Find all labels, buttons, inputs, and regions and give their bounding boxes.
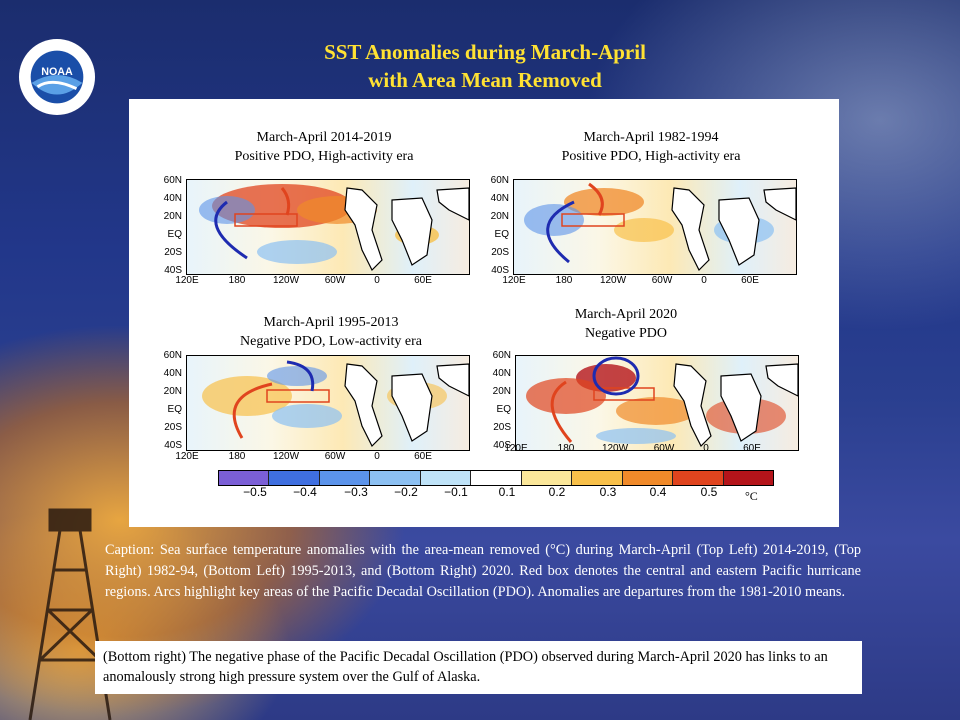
lon-label: 60E (743, 443, 761, 454)
sst-map-bottom-right (515, 355, 799, 451)
lat-label: 40N (163, 193, 182, 204)
colorbar-tick: −0.4 (293, 485, 317, 499)
lon-label: 180 (228, 451, 246, 462)
colorbar-tick: −0.5 (243, 485, 267, 499)
lat-label: 60N (492, 350, 511, 361)
colorbar-tick: −0.3 (344, 485, 368, 499)
lon-label: 0 (374, 275, 380, 286)
note-box: (Bottom right) The negative phase of the… (95, 641, 862, 694)
colorbar-swatch (370, 471, 421, 485)
colorbar-swatch (521, 471, 573, 485)
colorbar-tick: −0.1 (444, 485, 468, 499)
colorbar-tick: 0.2 (548, 485, 566, 499)
panel-title-line1: March-April 2020 (574, 307, 678, 322)
lon-label: 60W (653, 443, 675, 454)
lon-label: 120E (175, 275, 199, 286)
colorbar (218, 470, 774, 486)
lon-label: 60E (414, 451, 432, 462)
lat-label: 20S (164, 422, 182, 433)
lon-label: 120W (599, 275, 627, 286)
panel-title-line1: March-April 1982-1994 (583, 130, 719, 145)
colorbar-swatch (673, 471, 724, 485)
figure-caption: Caption: Sea surface temperature anomali… (105, 542, 861, 600)
lon-label: 60W (324, 275, 346, 286)
panel-title-top-right: March-April 1982-1994 Positive PDO, High… (501, 128, 801, 166)
slide-title-line2: with Area Mean Removed (368, 68, 602, 92)
panel-title-line2: Negative PDO, Low-activity era (240, 334, 422, 349)
lat-label: 60N (490, 175, 509, 186)
lat-label: 40S (491, 265, 509, 276)
lon-label: 120E (175, 451, 199, 462)
sst-map-graphic (199, 184, 470, 272)
lat-label: 40S (164, 440, 182, 451)
lat-label: EQ (494, 229, 509, 240)
lat-label: 40N (492, 368, 511, 379)
lon-label: 120E (502, 275, 526, 286)
panel-title-line1: March-April 2014-2019 (256, 130, 392, 145)
noaa-logo: NOAA (18, 38, 96, 116)
lon-label: 120W (272, 275, 300, 286)
colorbar-swatch (622, 471, 674, 485)
lon-label: 60W (324, 451, 346, 462)
lat-label: EQ (496, 404, 511, 415)
lat-label: 20N (490, 211, 509, 222)
lon-label: 180 (557, 443, 575, 454)
lat-label: 40S (164, 265, 182, 276)
lon-label: 60E (414, 275, 432, 286)
colorbar-tick: 0.1 (498, 485, 516, 499)
noaa-logo-text: NOAA (41, 66, 73, 78)
colorbar-swatch (572, 471, 623, 485)
panel-title-line2: Positive PDO, High-activity era (234, 149, 414, 164)
panel-title-bottom-left: March-April 1995-2013 Negative PDO, Low-… (181, 313, 481, 351)
lat-label: 40N (490, 193, 509, 204)
colorbar-unit: °C (745, 489, 758, 503)
lat-label: EQ (167, 229, 182, 240)
colorbar-swatch (319, 471, 371, 485)
sst-map-top-right (513, 179, 797, 275)
lon-label: 0 (701, 275, 707, 286)
lat-label: 20S (491, 247, 509, 258)
lat-label: 20S (164, 247, 182, 258)
colorbar-swatch (723, 471, 773, 485)
panel-title-top-left: March-April 2014-2019 Positive PDO, High… (174, 128, 474, 166)
lat-label: 20N (492, 386, 511, 397)
colorbar-swatch (471, 471, 522, 485)
colorbar-tick: −0.2 (394, 485, 418, 499)
colorbar-tick: 0.3 (599, 485, 617, 499)
lat-label: 20N (163, 386, 182, 397)
lon-label: 180 (555, 275, 573, 286)
lat-label: 40S (493, 440, 511, 451)
sst-map-graphic (526, 356, 799, 448)
colorbar-swatch (269, 471, 320, 485)
lat-label: EQ (167, 404, 182, 415)
lat-label: 60N (163, 350, 182, 361)
panel-title-line2: Positive PDO, High-activity era (561, 149, 741, 164)
lon-label: 0 (374, 451, 380, 462)
sst-map-top-left (186, 179, 470, 275)
colorbar-swatch (219, 471, 270, 485)
note-text: (Bottom right) The negative phase of the… (103, 649, 828, 685)
lon-label: 180 (228, 275, 246, 286)
colorbar-tick: 0.5 (700, 485, 718, 499)
sst-map-bottom-left (186, 355, 470, 451)
lon-label: 60W (651, 275, 673, 286)
lat-label: 40N (163, 368, 182, 379)
lat-label: 20S (493, 422, 511, 433)
lat-label: 60N (163, 175, 182, 186)
sst-map-graphic (202, 360, 470, 448)
colorbar-swatch (420, 471, 472, 485)
lon-label: 60E (741, 275, 759, 286)
lon-label: 0 (703, 443, 709, 454)
slide-title-line1: SST Anomalies during March-April (324, 40, 646, 64)
panel-title-line1: March-April 1995-2013 (263, 315, 399, 330)
panel-title-line2: Negative PDO (584, 326, 668, 341)
sst-anomaly-figure: March-April 2014-2019 Positive PDO, High… (129, 99, 839, 527)
sst-map-graphic (524, 182, 797, 272)
lon-label: 120E (504, 443, 528, 454)
lon-label: 120W (601, 443, 629, 454)
panel-title-bottom-right: March-April 2020 Negative PDO (476, 305, 776, 343)
lat-label: 20N (163, 211, 182, 222)
lon-label: 120W (272, 451, 300, 462)
colorbar-tick: 0.4 (649, 485, 667, 499)
